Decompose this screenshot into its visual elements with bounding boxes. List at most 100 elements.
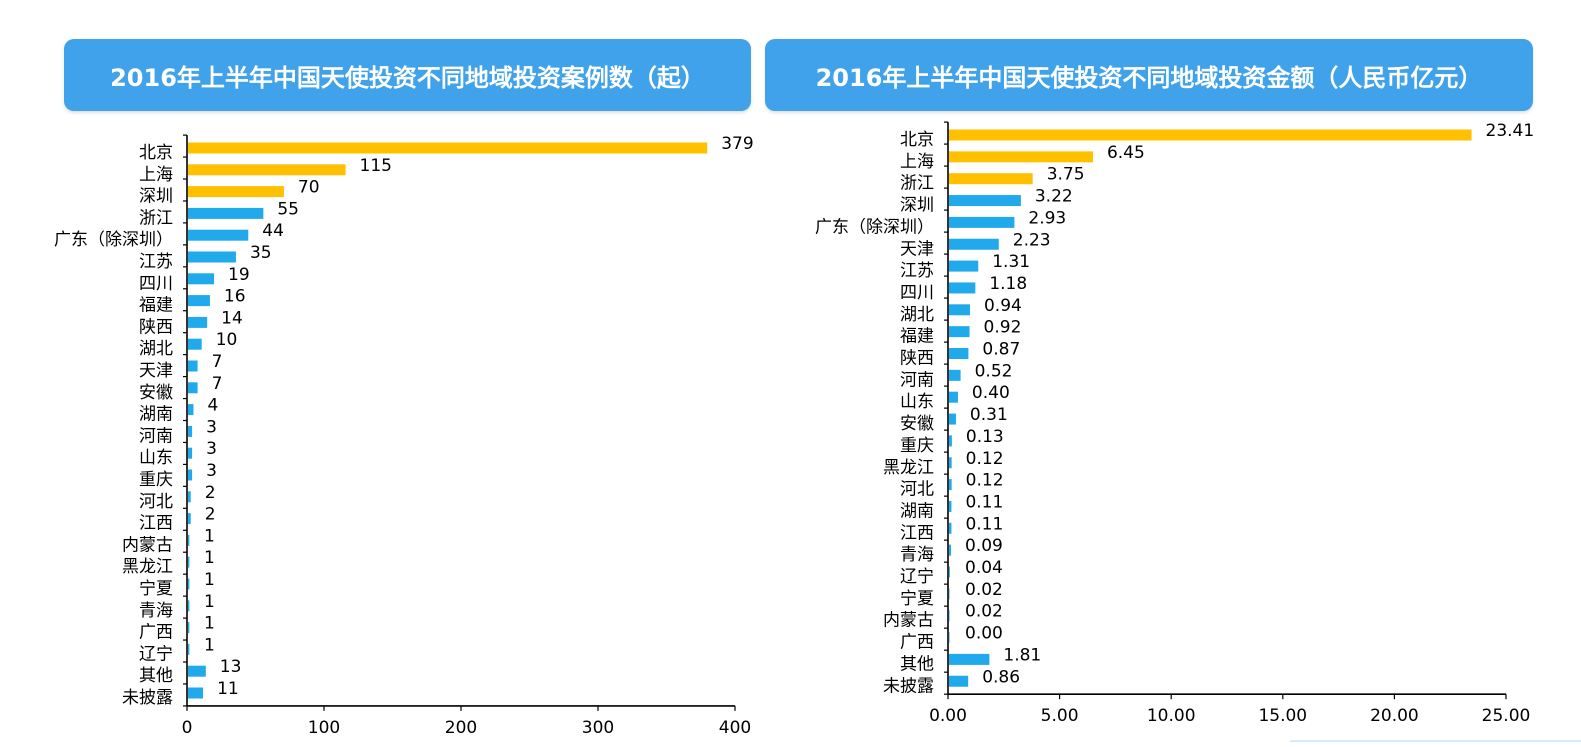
category-label: 江西 [139, 514, 173, 534]
bar [188, 622, 190, 634]
bar [188, 404, 194, 416]
category-label: 其他 [900, 654, 934, 674]
bar [188, 360, 198, 372]
bar [188, 491, 191, 503]
value-label: 1.81 [1003, 645, 1041, 665]
category-label: 江苏 [900, 261, 934, 281]
category-label: 湖北 [900, 305, 934, 325]
x-tick-label: 100 [308, 718, 340, 738]
bar [188, 142, 708, 154]
chart-title-investment-amount: 2016年上半年中国天使投资不同地域投资金额（人民币亿元） [765, 39, 1533, 111]
value-label: 0.02 [965, 602, 1003, 622]
x-tick-label: 5.00 [1041, 706, 1079, 726]
value-label: 0.12 [966, 449, 1004, 469]
category-label: 广西 [139, 623, 173, 643]
value-label: 2 [205, 505, 216, 525]
bar [949, 195, 1021, 207]
category-label: 陕西 [139, 317, 173, 337]
value-label: 1 [204, 526, 215, 546]
bar [949, 566, 950, 578]
value-label: 3 [206, 461, 217, 481]
bar [188, 665, 206, 677]
value-label: 11 [217, 679, 239, 699]
bar [188, 534, 190, 546]
category-label: 山东 [900, 392, 934, 412]
x-tick-label: 20.00 [1370, 706, 1419, 726]
bar [188, 229, 249, 241]
category-label: 安徽 [139, 383, 173, 403]
value-label: 13 [220, 657, 242, 677]
category-label: 内蒙古 [883, 611, 934, 631]
bar [188, 425, 193, 437]
category-label: 未披露 [122, 688, 173, 708]
value-label: 0.31 [970, 405, 1008, 425]
category-label: 青海 [139, 601, 173, 621]
bar [949, 129, 1472, 141]
value-label: 1 [204, 592, 215, 612]
value-label: 44 [262, 221, 284, 241]
x-tick-label: 15.00 [1258, 706, 1307, 726]
value-label: 3 [206, 417, 217, 437]
bar [188, 447, 193, 459]
category-label: 未披露 [883, 676, 934, 696]
value-label: 2.23 [1013, 230, 1051, 250]
value-label: 0.92 [984, 318, 1022, 338]
bar [949, 348, 969, 359]
bar [949, 326, 970, 338]
bar [188, 600, 190, 612]
bar [949, 173, 1033, 185]
category-label: 广西 [900, 633, 934, 653]
bar [949, 238, 999, 250]
value-label: 0.94 [984, 296, 1022, 316]
value-label: 0.12 [966, 471, 1004, 491]
value-label: 1 [204, 548, 215, 568]
bar [188, 207, 264, 219]
bar [949, 610, 950, 622]
category-label: 宁夏 [139, 579, 173, 599]
bar [188, 687, 204, 699]
bar [188, 295, 210, 307]
category-label: 四川 [139, 274, 173, 294]
value-label: 35 [250, 243, 272, 263]
value-label: 1.18 [989, 274, 1027, 294]
value-label: 0.00 [965, 624, 1003, 644]
value-label: 2.93 [1028, 208, 1066, 228]
x-tick-label: 25.00 [1482, 706, 1531, 726]
bar [188, 469, 193, 481]
category-label: 山东 [139, 448, 173, 468]
bar [949, 304, 970, 316]
value-label: 4 [207, 396, 218, 416]
bar [188, 556, 190, 568]
value-label: 3.75 [1047, 165, 1085, 185]
category-label: 福建 [139, 296, 173, 316]
x-tick-label: 10.00 [1147, 706, 1196, 726]
value-label: 7 [212, 352, 223, 372]
value-label: 7 [212, 374, 223, 394]
bar [188, 513, 191, 525]
bar [949, 632, 950, 644]
bar [949, 260, 979, 272]
bar [188, 251, 236, 263]
category-label: 湖北 [139, 339, 173, 359]
category-label: 湖南 [139, 405, 173, 425]
bar [949, 391, 958, 403]
category-label: 安徽 [900, 414, 934, 434]
category-label: 青海 [900, 545, 934, 565]
category-label: 广东（除深圳） [54, 230, 173, 250]
category-label: 河南 [900, 370, 934, 390]
bar [949, 457, 952, 469]
value-label: 3.22 [1035, 187, 1073, 207]
value-label: 0.86 [982, 667, 1020, 687]
category-label: 天津 [900, 239, 934, 259]
x-tick-label: 300 [582, 718, 614, 738]
bar [949, 544, 952, 556]
value-label: 10 [216, 330, 238, 350]
category-label: 内蒙古 [122, 535, 173, 555]
bar [949, 413, 956, 425]
value-label: 115 [360, 156, 392, 176]
value-label: 2 [205, 483, 216, 503]
category-label: 四川 [900, 283, 934, 303]
chart-title-case-count: 2016年上半年中国天使投资不同地域投资案例数（起） [64, 39, 751, 111]
bar [949, 522, 952, 534]
